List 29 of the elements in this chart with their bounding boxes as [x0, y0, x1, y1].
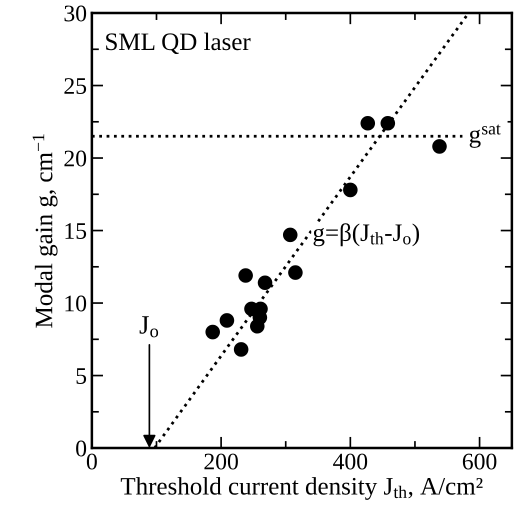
annotation: g=β(J$_{th}$-J$_{o}$) — [314, 223, 420, 246]
point — [258, 275, 272, 290]
x-axis-title: Threshold current density J$_{th}$, A/cm² — [120, 477, 483, 500]
y-axis-title: Modal gain g, cm$^{−1}$ — [32, 134, 58, 328]
point — [432, 139, 447, 154]
point — [250, 318, 265, 334]
y-tick-label: 5 — [76, 368, 86, 384]
point — [288, 265, 303, 280]
y-tick-label: 20 — [64, 150, 86, 166]
ref-line-label: g$^{sat}$ — [470, 124, 501, 148]
point — [234, 342, 248, 357]
x-tick-label: 400 — [333, 454, 368, 470]
x-tick-label: 0 — [86, 454, 97, 470]
point — [205, 324, 220, 340]
point — [343, 182, 358, 198]
annotation: SML QD laser — [106, 32, 251, 54]
y-tick-label: 0 — [76, 440, 86, 456]
point — [238, 268, 253, 283]
y-tick-label: 30 — [64, 6, 86, 22]
x-tick-label: 200 — [204, 454, 238, 470]
point — [282, 228, 298, 242]
y-tick-label: 25 — [64, 78, 86, 94]
y-tick-label: 10 — [65, 296, 86, 312]
point — [220, 313, 234, 328]
point — [380, 116, 396, 131]
annotation: J$_{o}$ — [140, 316, 158, 338]
point — [360, 116, 376, 131]
x-tick-label: 600 — [462, 454, 496, 470]
y-tick-label: 15 — [65, 223, 86, 239]
